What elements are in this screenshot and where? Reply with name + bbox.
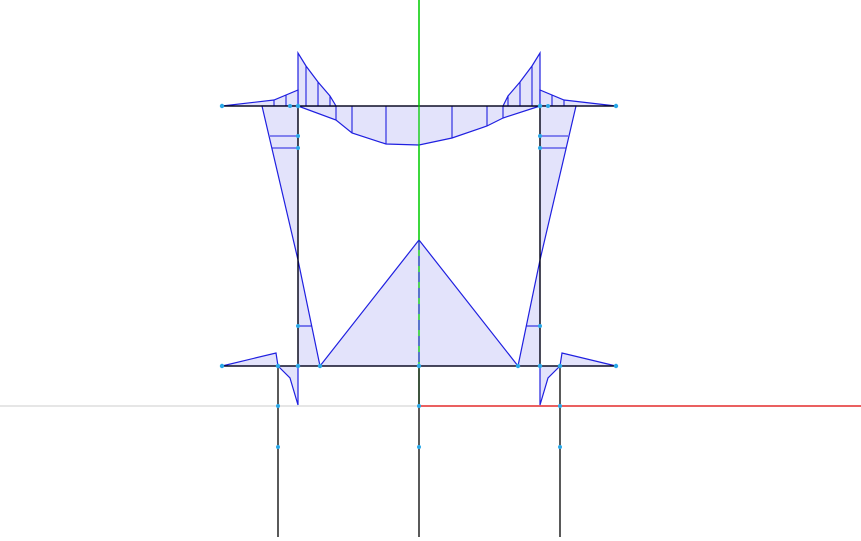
left-column-moment-lower xyxy=(297,259,321,367)
node-markers[interactable] xyxy=(219,103,619,449)
bottom-right-joint-moment xyxy=(539,365,562,406)
left-column-moment xyxy=(261,105,299,261)
bottom-left-cantilever-moment xyxy=(221,352,279,367)
right-column-moment xyxy=(539,105,577,261)
top-right-cantilever-moment xyxy=(539,89,617,107)
moment-ordinates xyxy=(270,66,568,327)
bottom-left-joint-moment xyxy=(276,365,299,406)
bottom-right-cantilever-moment xyxy=(559,352,617,367)
top-left-cantilever-moment xyxy=(221,89,299,107)
right-column-moment-lower xyxy=(517,259,541,367)
